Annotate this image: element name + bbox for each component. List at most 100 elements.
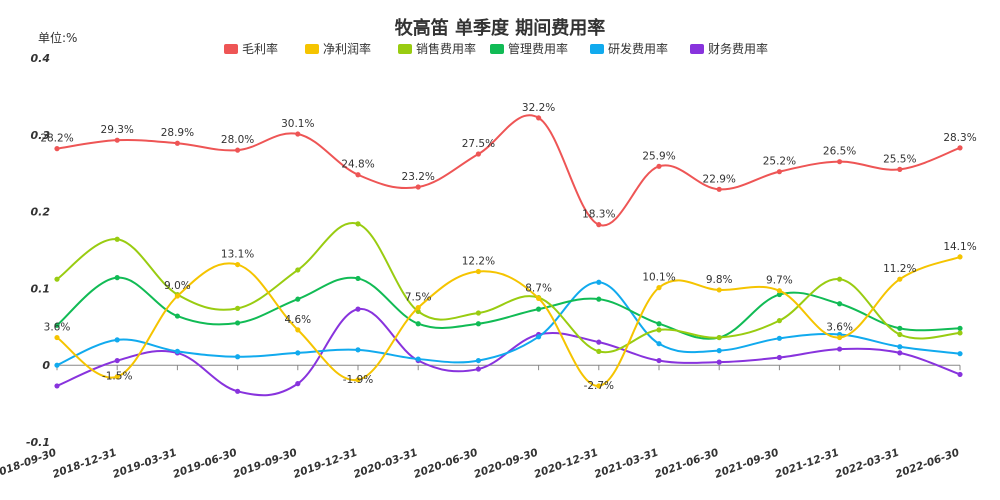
data-point[interactable] [295, 327, 301, 333]
data-point[interactable] [837, 276, 843, 282]
data-point[interactable] [776, 335, 783, 341]
data-point[interactable] [716, 348, 722, 354]
x-tick-label: 2021-03-31 [593, 447, 660, 481]
data-point[interactable] [235, 305, 241, 311]
data-label: 28.3% [943, 132, 976, 144]
data-point[interactable] [716, 186, 722, 192]
data-point[interactable] [656, 285, 662, 291]
data-point[interactable] [837, 346, 843, 352]
data-point[interactable] [776, 291, 783, 298]
data-point[interactable] [475, 268, 481, 275]
data-point[interactable] [897, 331, 903, 338]
x-tick-label: 2019-12-31 [292, 447, 359, 481]
data-point[interactable] [957, 351, 963, 357]
data-point[interactable] [776, 169, 783, 175]
data-point[interactable] [355, 221, 361, 227]
data-point[interactable] [475, 151, 481, 157]
data-point[interactable] [596, 383, 602, 389]
data-point[interactable] [235, 388, 241, 394]
legend-item[interactable]: 管理费用率 [490, 41, 568, 56]
data-point[interactable] [295, 296, 301, 302]
data-point[interactable] [957, 254, 963, 260]
data-point[interactable] [54, 362, 60, 368]
legend-item[interactable]: 销售费用率 [398, 41, 476, 56]
data-point[interactable] [235, 147, 241, 153]
data-point[interactable] [415, 321, 421, 327]
data-point[interactable] [355, 377, 361, 383]
data-point[interactable] [897, 276, 903, 282]
data-point[interactable] [475, 357, 481, 364]
data-point[interactable] [536, 295, 542, 301]
data-point[interactable] [114, 236, 120, 242]
data-point[interactable] [355, 306, 361, 312]
data-point[interactable] [536, 334, 542, 340]
legend-item[interactable]: 净利润率 [305, 41, 371, 56]
data-point[interactable] [295, 381, 301, 387]
data-point[interactable] [656, 341, 662, 347]
data-point[interactable] [776, 354, 783, 361]
data-point[interactable] [656, 357, 662, 364]
data-point[interactable] [235, 354, 241, 360]
data-point[interactable] [114, 137, 120, 143]
y-axis: -0.1 0 0.1 0.2 0.3 0.4 [26, 52, 50, 449]
data-point[interactable] [957, 325, 963, 331]
data-point[interactable] [957, 145, 963, 151]
data-point[interactable] [174, 313, 180, 319]
data-point[interactable] [897, 325, 903, 331]
data-point[interactable] [957, 330, 963, 336]
data-point[interactable] [54, 322, 60, 328]
data-point[interactable] [897, 350, 903, 356]
data-point[interactable] [54, 334, 60, 341]
data-point[interactable] [776, 288, 783, 294]
data-point[interactable] [295, 267, 301, 273]
data-label: 22.9% [703, 173, 736, 185]
data-point[interactable] [596, 348, 602, 354]
data-point[interactable] [235, 261, 241, 268]
legend-swatch [305, 44, 319, 54]
data-point[interactable] [355, 275, 361, 282]
data-point[interactable] [355, 172, 361, 178]
data-point[interactable] [596, 339, 602, 345]
data-point[interactable] [716, 334, 722, 341]
data-point[interactable] [174, 140, 180, 146]
data-point[interactable] [415, 305, 421, 311]
data-point[interactable] [54, 146, 60, 152]
data-point[interactable] [536, 115, 542, 121]
data-point[interactable] [656, 321, 662, 327]
data-point[interactable] [475, 366, 481, 372]
data-point[interactable] [295, 131, 301, 137]
legend-item[interactable]: 毛利率 [224, 41, 278, 56]
data-point[interactable] [776, 318, 783, 324]
data-point[interactable] [475, 321, 481, 327]
data-point[interactable] [114, 374, 120, 380]
data-point[interactable] [656, 163, 662, 169]
data-point[interactable] [295, 350, 301, 356]
data-point[interactable] [536, 306, 542, 312]
data-point[interactable] [716, 359, 722, 365]
data-point[interactable] [837, 334, 843, 341]
data-point[interactable] [114, 337, 120, 343]
data-point[interactable] [957, 371, 963, 378]
data-point[interactable] [114, 357, 120, 364]
data-point[interactable] [656, 327, 662, 333]
data-point[interactable] [837, 159, 843, 165]
data-point[interactable] [355, 347, 361, 353]
data-point[interactable] [54, 383, 60, 389]
data-point[interactable] [114, 275, 120, 281]
data-point[interactable] [837, 301, 843, 307]
data-point[interactable] [54, 276, 60, 282]
data-point[interactable] [174, 348, 180, 354]
legend-item[interactable]: 研发费用率 [590, 41, 668, 56]
data-point[interactable] [415, 356, 421, 362]
data-point[interactable] [596, 279, 602, 285]
legend-item[interactable]: 财务费用率 [690, 41, 768, 56]
data-point[interactable] [897, 166, 903, 172]
data-point[interactable] [596, 296, 602, 302]
data-point[interactable] [235, 320, 241, 326]
data-point[interactable] [475, 310, 481, 316]
data-point[interactable] [716, 287, 722, 293]
data-point[interactable] [897, 344, 903, 350]
data-point[interactable] [596, 222, 602, 228]
data-point[interactable] [415, 184, 421, 190]
data-point[interactable] [174, 293, 180, 299]
